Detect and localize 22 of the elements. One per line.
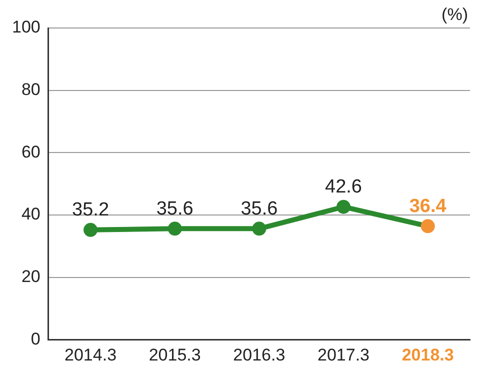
point (168, 222, 182, 236)
x-tick-label: 2015.3 (148, 345, 201, 364)
point (336, 200, 351, 214)
data-label: 42.6 (325, 176, 362, 198)
x-tick-label: 2017.3 (318, 345, 370, 364)
point (84, 222, 98, 237)
y-tick-label: 60 (21, 142, 40, 162)
y-tick-label: 0 (30, 329, 40, 348)
x-tick-label: 2014.3 (64, 345, 117, 364)
data-label: 35.6 (240, 198, 278, 220)
data-label: 35.2 (72, 200, 110, 221)
y-tick-label: 20 (21, 266, 40, 286)
data-label: 36.4 (409, 196, 447, 217)
y-axis-title: (%) (442, 5, 468, 24)
x-tick-label: 2016.3 (233, 345, 286, 364)
x-tick-label: 2018.3 (402, 345, 454, 364)
point (252, 222, 266, 236)
y-tick-label: 40 (21, 204, 40, 224)
point (420, 219, 435, 234)
data-label: 35.6 (156, 198, 194, 220)
y-tick-label: 100 (12, 18, 40, 37)
y-tick-label: 80 (21, 80, 40, 100)
